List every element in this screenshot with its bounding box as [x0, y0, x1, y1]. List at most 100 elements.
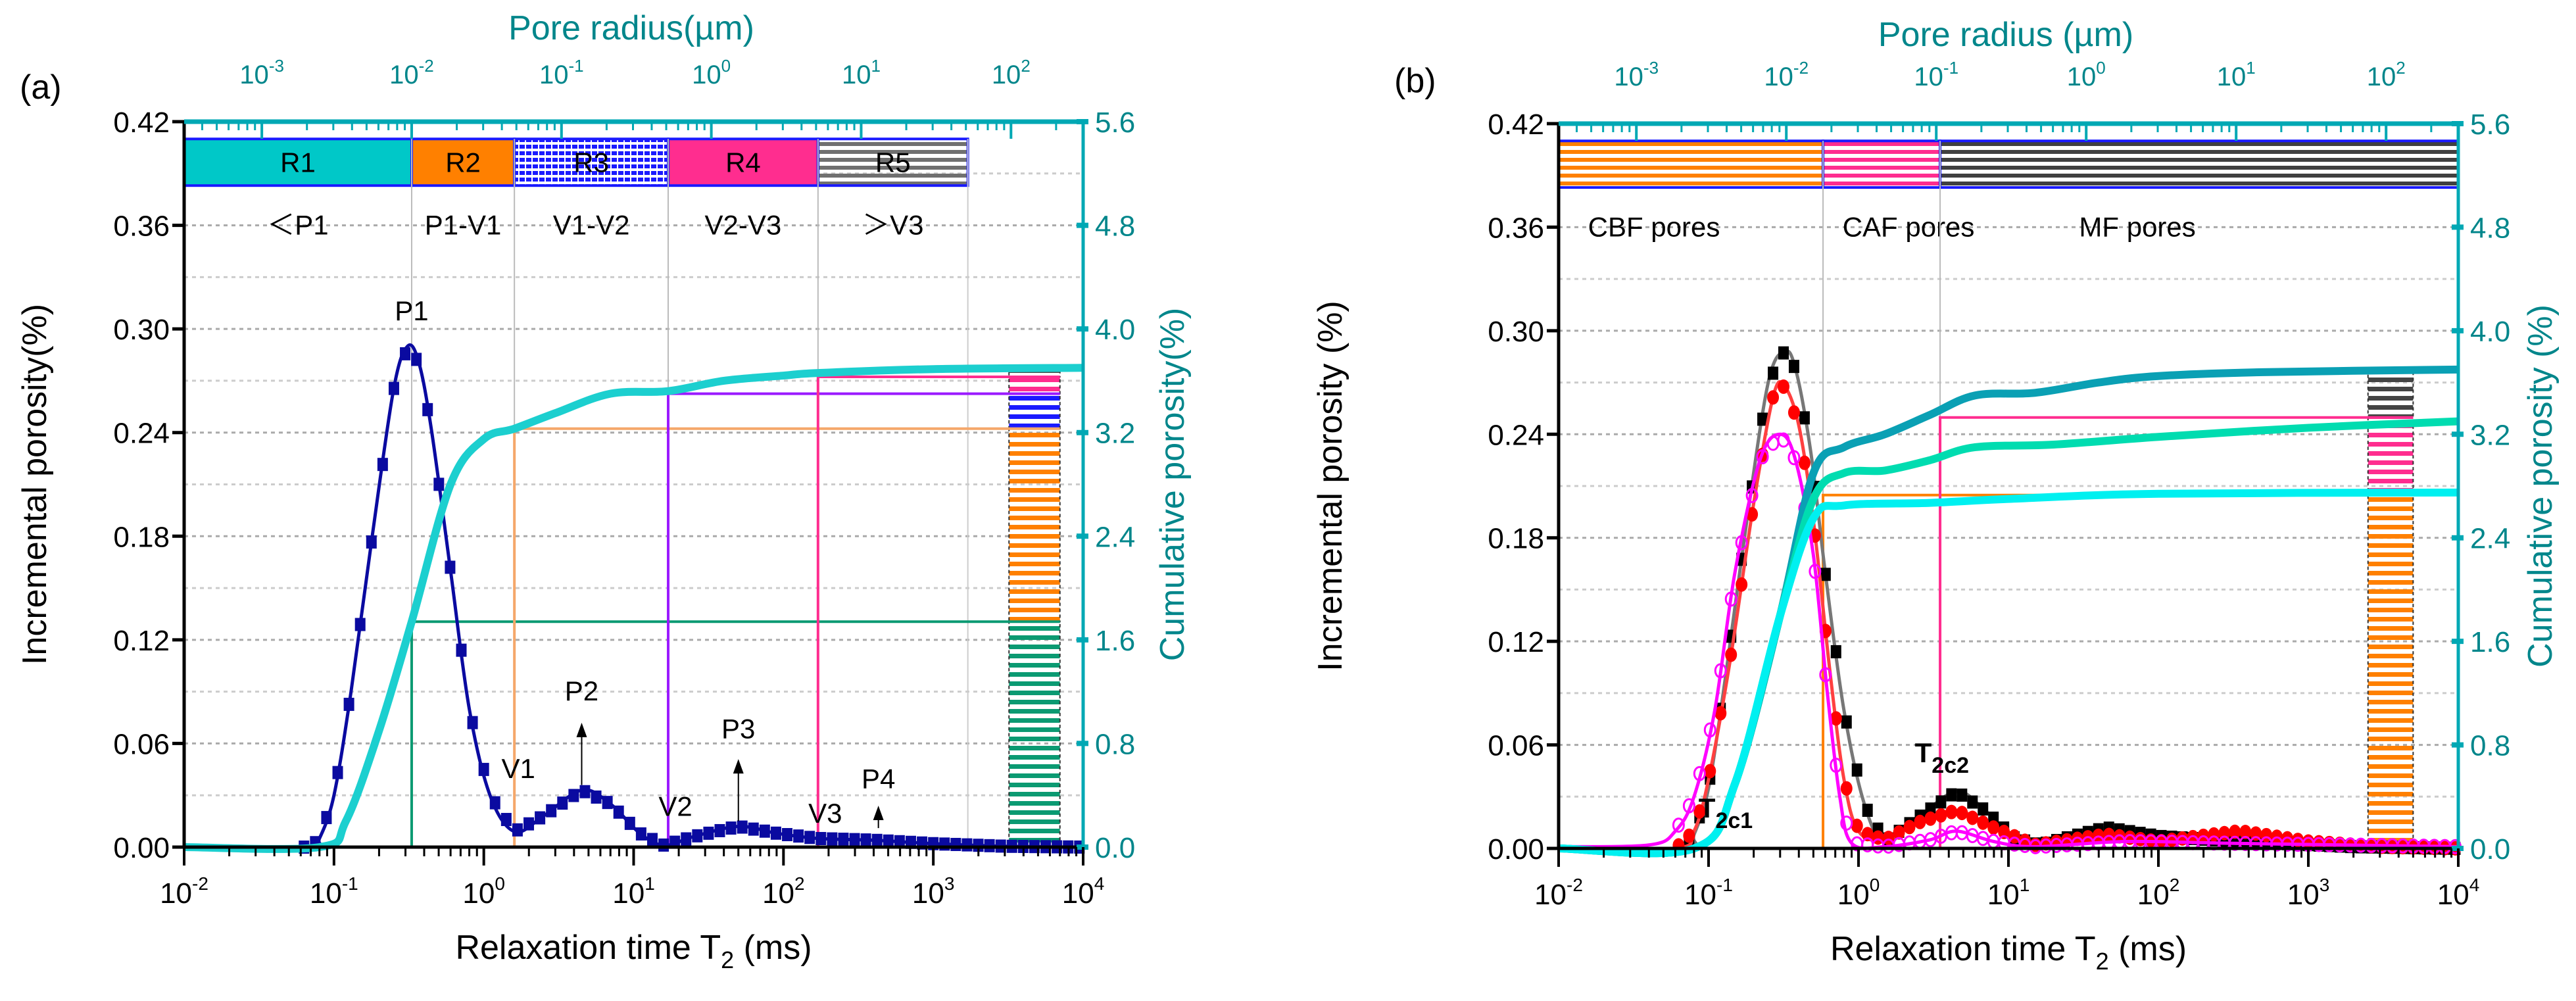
- y2-tick-label: 2.4: [2470, 523, 2510, 555]
- x-tick-base: 10: [2137, 879, 2170, 911]
- data-point: [1787, 450, 1801, 466]
- x-tick-base: 10: [2437, 879, 2469, 911]
- data-point: [782, 828, 793, 842]
- x-tick-label: 101: [612, 873, 655, 910]
- annotation-label: V1: [501, 753, 535, 784]
- stacked-bar-segment: [2367, 494, 2414, 849]
- series-line: [183, 364, 1084, 853]
- x-tick-exp: 0: [495, 873, 505, 894]
- data-point: [321, 811, 332, 825]
- y2-tick-label: 0.8: [1095, 728, 1135, 760]
- data-point: [681, 832, 692, 846]
- data-point: [883, 834, 894, 848]
- y2-tick-label: 4.8: [1095, 210, 1135, 243]
- data-point: [1956, 806, 1968, 821]
- data-point: [725, 821, 737, 835]
- data-point: [1861, 827, 1874, 842]
- annotation-label: V3: [808, 798, 842, 829]
- x-tick-label: 104: [1062, 873, 1105, 910]
- x2-tick-base: 10: [389, 61, 419, 89]
- annotation-text: P2: [565, 675, 598, 706]
- y2-tick-label: 5.6: [2470, 109, 2510, 141]
- panel-a: (a)R1＜P1R2P1-V1R3V1-V2R4V2-V3R5＞V30.000.…: [16, 9, 1192, 973]
- x2-tick-label: 101: [2217, 58, 2256, 91]
- data-point: [658, 838, 669, 852]
- stacked-bar-segment: [2367, 416, 2414, 496]
- data-point: [422, 403, 433, 416]
- data-point: [748, 822, 759, 836]
- data-point: [2239, 825, 2252, 840]
- data-point: [838, 833, 849, 846]
- x2-tick-exp: -1: [1943, 58, 1958, 78]
- x2-tick-exp: 2: [1021, 56, 1030, 76]
- y-tick-label: 0.00: [113, 832, 170, 864]
- annotation-text: P1: [395, 295, 428, 326]
- region-name: R3: [573, 147, 609, 178]
- y2-tick-label: 0.8: [2470, 730, 2510, 762]
- data-point: [568, 789, 579, 802]
- x-tick-base: 10: [612, 877, 644, 910]
- x2-tick-label: 100: [2067, 58, 2106, 91]
- y-tick-label: 0.42: [113, 107, 170, 139]
- x2-tick-exp: -1: [568, 56, 583, 76]
- annotation-text: V3: [808, 798, 842, 829]
- stacked-bar-segment: [1008, 621, 1061, 848]
- x-axis-title: Relaxation time T2 (ms): [1830, 930, 2187, 975]
- region-range-label: V1-V2: [553, 210, 630, 241]
- data-point: [1862, 804, 1873, 818]
- data-point: [332, 766, 343, 779]
- data-point: [849, 833, 860, 846]
- y-tick-label: 0.42: [1488, 109, 1544, 141]
- y2-tick-label: 4.0: [2470, 316, 2510, 348]
- x-tick-base: 10: [1987, 879, 2020, 911]
- data-point: [366, 535, 377, 549]
- data-point: [635, 827, 646, 841]
- x-axis-title-main: Relaxation time T: [455, 929, 721, 967]
- data-point: [1840, 781, 1853, 796]
- data-point: [2019, 833, 2031, 848]
- stacked-bar-segment: [1008, 393, 1061, 429]
- data-point: [860, 833, 871, 847]
- annotation-label: P1: [395, 295, 428, 326]
- data-point: [1745, 487, 1759, 503]
- annotation-label: P2: [565, 675, 598, 706]
- data-point: [354, 618, 366, 631]
- x-tick-base: 10: [1534, 879, 1567, 911]
- x-tick-label: 102: [762, 873, 805, 910]
- x-axis-title-unit: (ms): [734, 929, 812, 967]
- annotation-label: P4: [862, 764, 895, 794]
- data-point: [1819, 667, 1832, 683]
- data-point: [961, 838, 973, 852]
- y2-axis-title: Cumulative porosity (%): [2521, 305, 2560, 668]
- y2-tick-label: 0.0: [2470, 833, 2510, 866]
- stacked-bar-segment: [1008, 427, 1061, 623]
- data-point: [1778, 379, 1789, 394]
- x2-tick-label: 10-1: [1914, 58, 1958, 91]
- annotation-text: T: [1699, 793, 1716, 823]
- x-tick-label: 100: [1837, 875, 1880, 911]
- y2-tick-label: 4.8: [2470, 212, 2510, 244]
- region-range-label: V2-V3: [705, 210, 782, 241]
- data-point: [377, 458, 388, 472]
- panel-label: (a): [20, 68, 62, 107]
- data-point: [489, 796, 500, 810]
- data-point: [546, 804, 557, 818]
- data-point: [1967, 795, 1978, 809]
- x-tick-exp: -1: [1716, 875, 1733, 895]
- data-point: [1841, 715, 1852, 729]
- x2-tick-base: 10: [2367, 62, 2396, 91]
- data-point: [1851, 763, 1862, 777]
- x2-tick-base: 10: [2067, 62, 2097, 91]
- x2-axis-title: Pore radius(µm): [508, 9, 754, 47]
- region-band: [1822, 139, 1942, 189]
- data-point: [1725, 647, 1738, 662]
- x-tick-exp: 1: [2020, 875, 2030, 895]
- y2-tick-label: 3.2: [2470, 419, 2510, 451]
- arrowhead-icon: [576, 722, 587, 737]
- panel-label: (b): [1394, 62, 1436, 100]
- data-point: [770, 826, 781, 840]
- x2-tick-base: 10: [1914, 62, 1943, 91]
- data-point: [1935, 808, 1947, 823]
- annotation-text: V2: [658, 791, 692, 822]
